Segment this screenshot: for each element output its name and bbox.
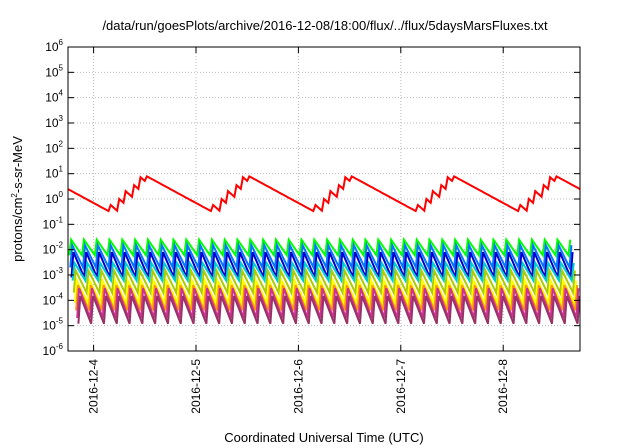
chart-title: /data/run/goesPlots/archive/2016-12-08/1… — [102, 18, 548, 33]
x-tick-label: 2016-12-5 — [189, 359, 203, 414]
series-line-10 — [77, 295, 581, 325]
series-line-5 — [71, 259, 575, 284]
series-line-9 — [76, 287, 580, 319]
y-tick-label: 10-2 — [43, 241, 64, 257]
y-tick-label: 102 — [45, 139, 63, 155]
series-line-4 — [70, 251, 574, 278]
series-line-2 — [68, 236, 572, 259]
y-tick-label: 10-4 — [43, 291, 64, 307]
x-tick-label: 2016-12-4 — [87, 359, 101, 414]
x-tick-label: 2016-12-6 — [291, 359, 305, 414]
series-line-7 — [73, 276, 577, 307]
series-line-1 — [67, 175, 581, 213]
y-axis-label: protons/cm2-s-sr-MeV — [10, 136, 25, 262]
series-line-3 — [69, 241, 573, 272]
x-ticks: 2016-12-4 2016-12-5 2016-12-6 2016-12-7 2016… — [87, 47, 510, 414]
y-tick-label: 104 — [45, 89, 63, 105]
series-group — [67, 175, 581, 325]
y-tick-label: 105 — [45, 63, 63, 79]
x-axis-label: Coordinated Universal Time (UTC) — [224, 430, 423, 445]
y-tick-label: 10-5 — [43, 317, 64, 333]
y-tick-label: 106 — [45, 38, 63, 54]
y-tick-label: 10-3 — [43, 266, 64, 282]
series-line-6 — [72, 266, 576, 297]
y-tick-label: 100 — [45, 190, 63, 206]
y-tick-label: 10-1 — [43, 215, 64, 231]
x-tick-label: 2016-12-8 — [496, 359, 510, 414]
y-tick-label: 103 — [45, 114, 63, 130]
y-tick-label: 10-6 — [43, 342, 64, 358]
y-ticks: 106 105 104 103 102 101 100 10-1 10-2 10-3 10-4 10-… — [43, 38, 580, 358]
x-tick-label: 2016-12-7 — [394, 359, 408, 414]
y-tick-label: 101 — [45, 165, 63, 181]
